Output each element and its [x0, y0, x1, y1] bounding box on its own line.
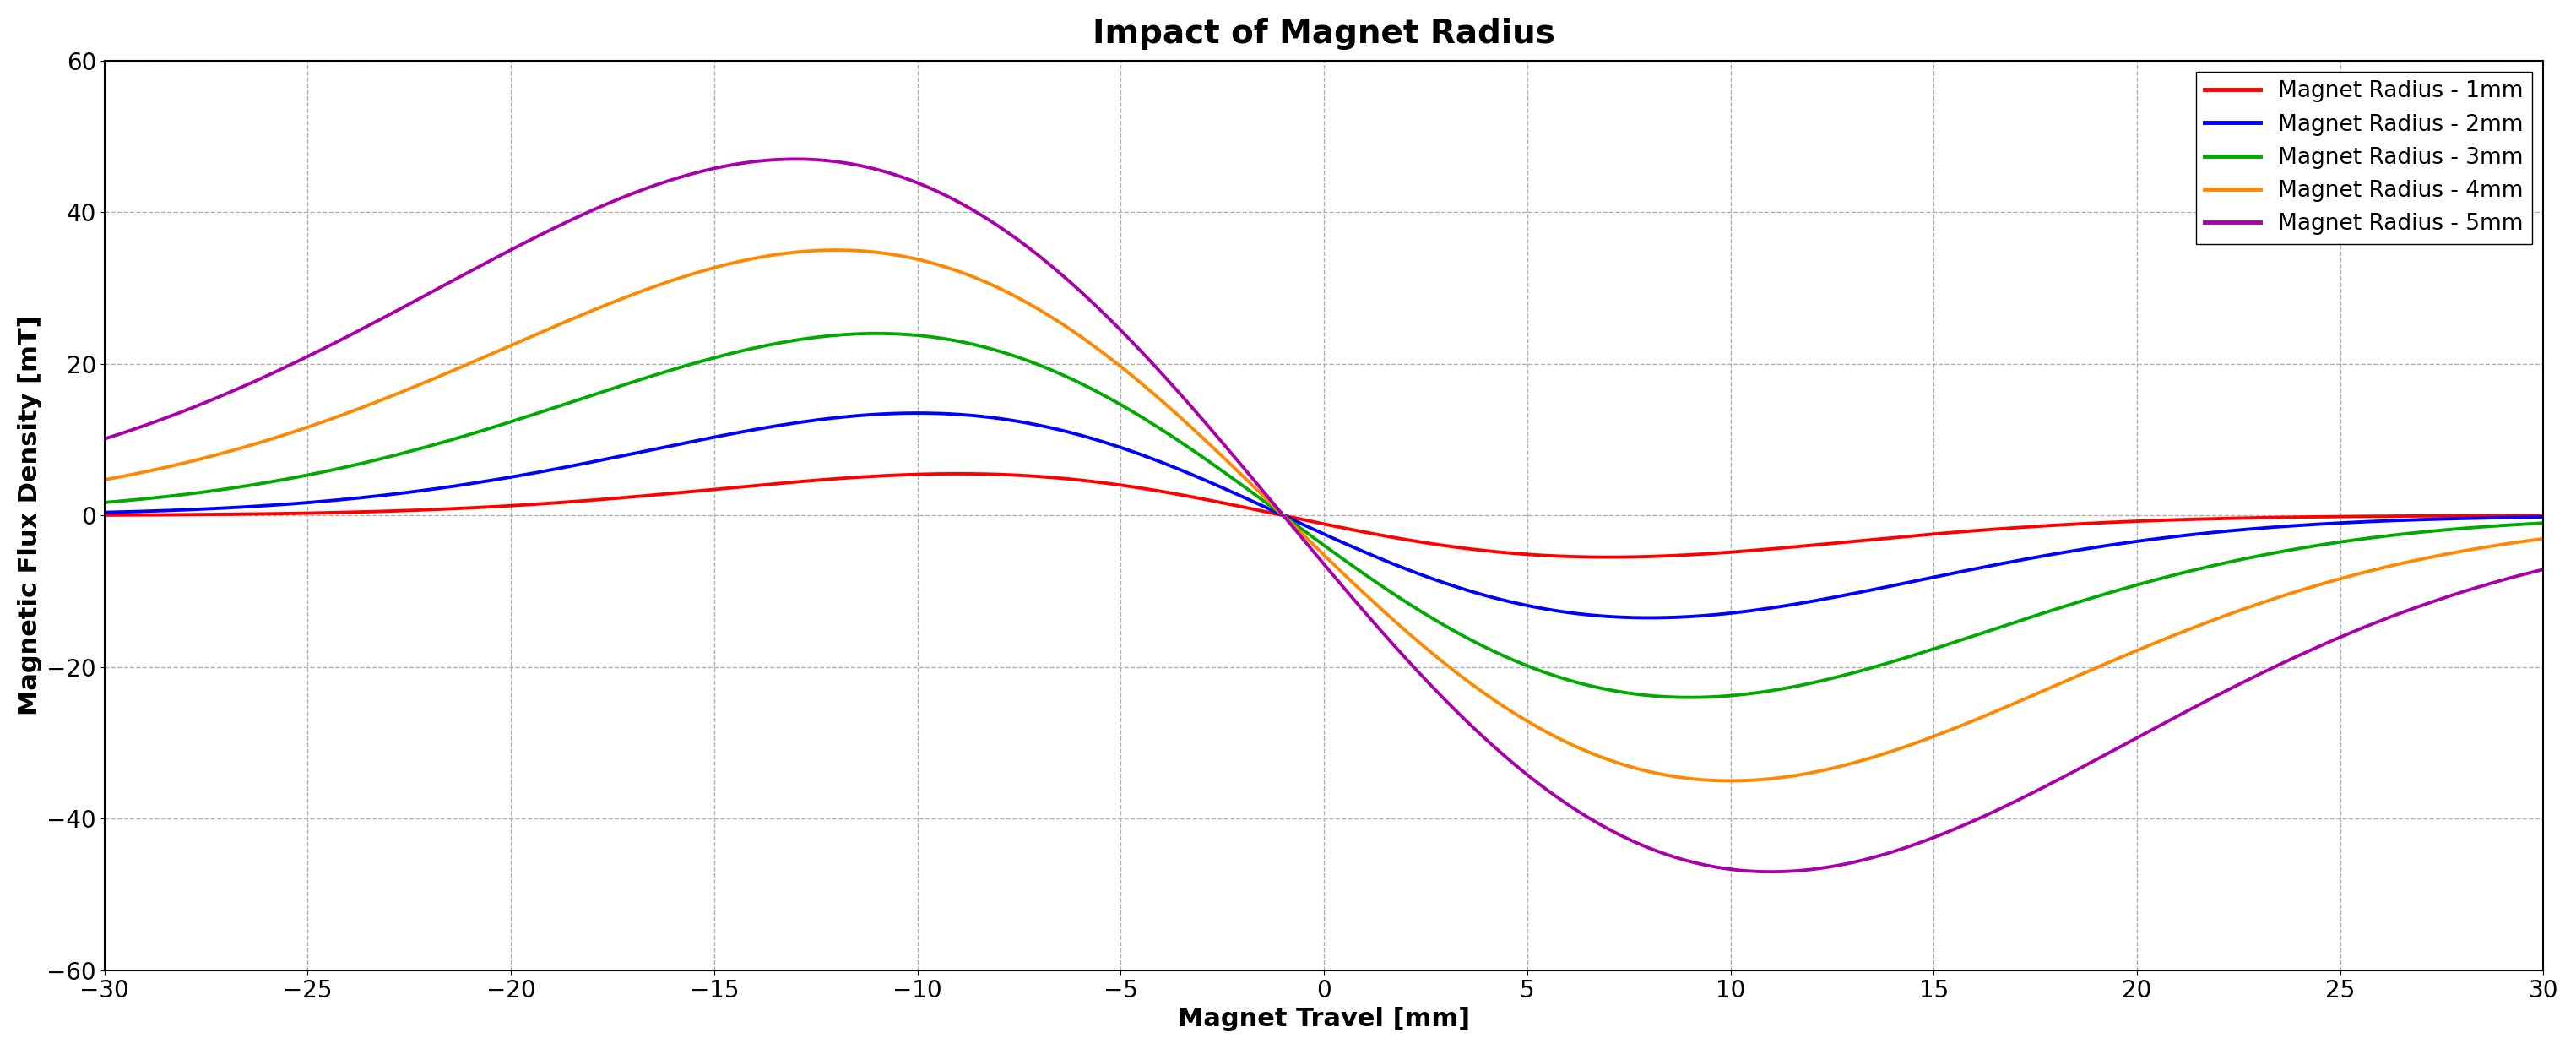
- Magnet Radius - 2mm: [902, 407, 933, 420]
- Magnet Radius - 1mm: [2527, 510, 2558, 522]
- Magnet Radius - 5mm: [1211, 442, 1242, 454]
- Magnet Radius - 4mm: [90, 473, 121, 486]
- Magnet Radius - 1mm: [2460, 510, 2491, 522]
- Magnet Radius - 4mm: [1211, 454, 1242, 467]
- Magnet Radius - 3mm: [2527, 517, 2558, 530]
- Magnet Radius - 1mm: [2458, 510, 2488, 522]
- Magnet Radius - 2mm: [90, 506, 121, 518]
- Magnet Radius - 2mm: [2460, 512, 2491, 524]
- Line: Magnet Radius - 4mm: Magnet Radius - 4mm: [106, 250, 2543, 780]
- Magnet Radius - 5mm: [781, 153, 811, 166]
- Magnet Radius - 3mm: [2458, 521, 2488, 534]
- Magnet Radius - 5mm: [214, 386, 245, 399]
- Magnet Radius - 4mm: [2460, 542, 2491, 555]
- Magnet Radius - 1mm: [90, 509, 121, 521]
- Magnet Radius - 1mm: [1275, 511, 1306, 523]
- Y-axis label: Magnetic Flux Density [mT]: Magnetic Flux Density [mT]: [18, 316, 41, 715]
- Magnet Radius - 3mm: [214, 483, 245, 495]
- Magnet Radius - 2mm: [2458, 512, 2488, 524]
- Magnet Radius - 4mm: [1716, 774, 1747, 787]
- Line: Magnet Radius - 5mm: Magnet Radius - 5mm: [106, 159, 2543, 872]
- Magnet Radius - 2mm: [1275, 513, 1306, 526]
- Line: Magnet Radius - 3mm: Magnet Radius - 3mm: [106, 334, 2543, 698]
- Magnet Radius - 5mm: [1757, 865, 1788, 878]
- Magnet Radius - 3mm: [860, 327, 891, 340]
- Magnet Radius - 4mm: [1275, 517, 1306, 530]
- Magnet Radius - 3mm: [2012, 612, 2043, 624]
- Line: Magnet Radius - 1mm: Magnet Radius - 1mm: [106, 474, 2543, 557]
- Magnet Radius - 3mm: [1275, 515, 1306, 528]
- Magnet Radius - 3mm: [90, 496, 121, 509]
- Magnet Radius - 5mm: [2458, 582, 2488, 595]
- Magnet Radius - 2mm: [2527, 511, 2558, 523]
- X-axis label: Magnet Travel [mm]: Magnet Travel [mm]: [1177, 1007, 1471, 1031]
- Magnet Radius - 3mm: [1211, 468, 1242, 480]
- Magnet Radius - 4mm: [2527, 533, 2558, 545]
- Line: Magnet Radius - 2mm: Magnet Radius - 2mm: [106, 413, 2543, 618]
- Magnet Radius - 1mm: [2012, 520, 2043, 533]
- Magnet Radius - 1mm: [943, 468, 974, 480]
- Magnet Radius - 3mm: [2460, 521, 2491, 534]
- Magnet Radius - 5mm: [2012, 789, 2043, 801]
- Magnet Radius - 1mm: [214, 508, 245, 520]
- Magnet Radius - 2mm: [1211, 484, 1242, 496]
- Magnet Radius - 4mm: [2458, 542, 2488, 555]
- Magnet Radius - 4mm: [2012, 691, 2043, 704]
- Magnet Radius - 1mm: [1211, 497, 1242, 510]
- Magnet Radius - 5mm: [1275, 519, 1306, 532]
- Legend: Magnet Radius - 1mm, Magnet Radius - 2mm, Magnet Radius - 3mm, Magnet Radius - 4: Magnet Radius - 1mm, Magnet Radius - 2mm…: [2195, 71, 2532, 243]
- Magnet Radius - 5mm: [90, 432, 121, 445]
- Magnet Radius - 2mm: [1633, 612, 1664, 624]
- Magnet Radius - 2mm: [214, 501, 245, 514]
- Magnet Radius - 2mm: [2012, 553, 2043, 565]
- Magnet Radius - 5mm: [2527, 563, 2558, 576]
- Magnet Radius - 5mm: [2460, 582, 2491, 595]
- Magnet Radius - 1mm: [1595, 551, 1625, 563]
- Magnet Radius - 4mm: [214, 445, 245, 457]
- Title: Impact of Magnet Radius: Impact of Magnet Radius: [1092, 18, 1556, 49]
- Magnet Radius - 3mm: [1674, 691, 1705, 704]
- Magnet Radius - 4mm: [822, 243, 853, 256]
